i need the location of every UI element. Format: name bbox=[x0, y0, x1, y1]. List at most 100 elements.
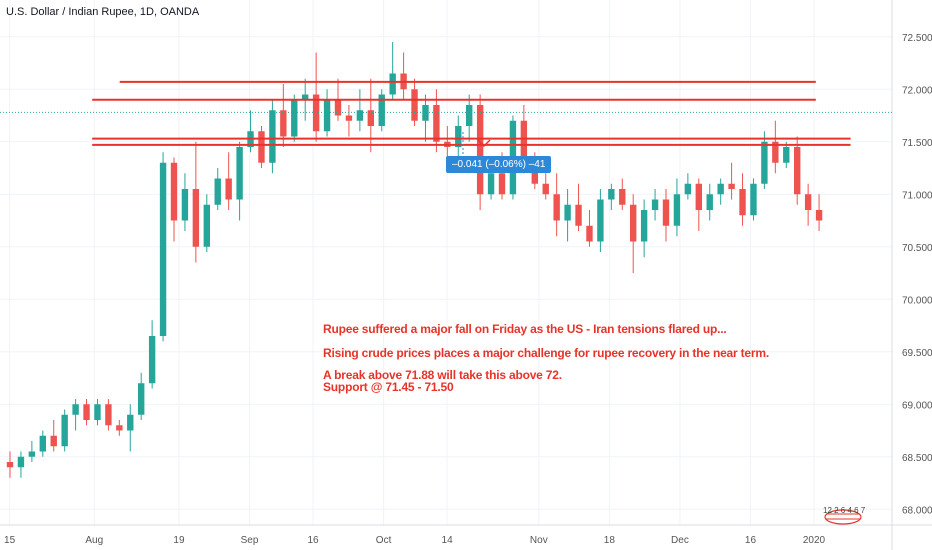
candle-body bbox=[586, 225, 593, 242]
candle-body bbox=[6, 462, 14, 468]
candle-body bbox=[542, 183, 549, 195]
y-tick-label: 70.000 bbox=[902, 295, 932, 306]
candle-body bbox=[181, 189, 189, 221]
candle-body bbox=[291, 99, 298, 137]
candle-body bbox=[258, 131, 265, 163]
candle-body bbox=[750, 183, 757, 216]
candle-body bbox=[487, 173, 495, 195]
candle-body bbox=[148, 336, 156, 384]
annotation-line-2: Rising crude prices places a major chall… bbox=[323, 346, 769, 360]
y-tick-label: 71.500 bbox=[902, 138, 932, 149]
candle-body bbox=[116, 425, 123, 431]
candle-body bbox=[61, 414, 68, 447]
candle-body bbox=[138, 383, 145, 415]
candle-body bbox=[640, 210, 648, 242]
candle-body bbox=[783, 147, 790, 163]
candle-body bbox=[553, 194, 560, 221]
candle-body bbox=[83, 404, 90, 420]
candle-body bbox=[597, 199, 604, 242]
chevron-marker-icon bbox=[477, 139, 491, 148]
candle-body bbox=[455, 126, 462, 147]
annotation-line-3: A break above 71.88 will take this above… bbox=[323, 368, 562, 382]
x-tick-label: Sep bbox=[241, 535, 259, 546]
candle-body bbox=[651, 199, 659, 210]
candle-body bbox=[302, 94, 309, 100]
candle-body bbox=[203, 204, 210, 247]
x-tick-label: Nov bbox=[530, 535, 548, 546]
x-tick-label: 15 bbox=[4, 535, 16, 546]
candle-body bbox=[630, 204, 637, 242]
candle-body bbox=[280, 110, 287, 137]
candle-body bbox=[17, 456, 25, 468]
candle-body bbox=[367, 110, 374, 126]
x-tick-label: Aug bbox=[85, 535, 103, 546]
candle-body bbox=[345, 115, 353, 121]
y-tick-label: 72.500 bbox=[902, 33, 932, 44]
candle-body bbox=[72, 404, 79, 415]
candle-body bbox=[312, 94, 320, 132]
y-tick-label: 69.500 bbox=[902, 348, 932, 359]
candle-body bbox=[28, 451, 36, 457]
candle-body bbox=[706, 194, 713, 210]
candle-body bbox=[466, 105, 473, 126]
candle-body bbox=[389, 73, 396, 95]
candle-body bbox=[772, 141, 779, 163]
candle-body bbox=[159, 162, 167, 336]
y-tick-label: 70.500 bbox=[902, 243, 932, 254]
candle-body bbox=[761, 141, 768, 184]
candle-body bbox=[662, 199, 670, 226]
candle-body bbox=[739, 189, 746, 216]
x-tick-label: 2020 bbox=[803, 535, 826, 546]
candle-body bbox=[476, 105, 484, 195]
candle-body bbox=[334, 99, 342, 116]
calendar-icon bbox=[824, 509, 862, 525]
candle-body bbox=[608, 189, 615, 200]
x-tick-label: Oct bbox=[376, 535, 392, 546]
candle-body bbox=[433, 105, 440, 142]
candle-body bbox=[170, 162, 178, 221]
candle-body bbox=[794, 147, 801, 195]
y-tick-label: 68.000 bbox=[902, 505, 932, 516]
x-tick-label: 16 bbox=[745, 535, 757, 546]
annotation-line-4: Support @ 71.45 - 71.50 bbox=[323, 380, 454, 394]
candle-body bbox=[323, 99, 331, 132]
candle-body bbox=[105, 404, 112, 426]
candle-body bbox=[619, 189, 626, 205]
candle-body bbox=[356, 110, 364, 121]
candle-body bbox=[575, 204, 582, 226]
candle-body bbox=[728, 183, 735, 189]
candle-body bbox=[269, 110, 276, 163]
chart-title: U.S. Dollar / Indian Rupee, 1D, OANDA bbox=[6, 6, 200, 18]
y-tick-label: 69.000 bbox=[902, 400, 932, 411]
x-tick-label: Dec bbox=[671, 535, 689, 546]
candle-body bbox=[39, 435, 46, 452]
candle-body bbox=[673, 194, 681, 226]
calendar-badge[interactable]: 12 2 6 4 6 7 bbox=[823, 506, 865, 515]
y-tick-label: 68.500 bbox=[902, 453, 932, 464]
candle-body bbox=[94, 404, 101, 420]
calendar-badge-text: 12 2 6 4 6 7 bbox=[823, 506, 866, 515]
candle-body bbox=[236, 147, 243, 200]
x-tick-label: 18 bbox=[604, 535, 616, 546]
candle-body bbox=[378, 94, 385, 126]
candle-body bbox=[192, 189, 200, 247]
y-tick-label: 72.000 bbox=[902, 85, 932, 96]
y-tick-label: 71.000 bbox=[902, 190, 932, 201]
candle-body bbox=[127, 414, 134, 431]
annotation-line-1: Rupee suffered a major fall on Friday as… bbox=[323, 322, 727, 336]
candle-body bbox=[695, 183, 702, 210]
candle-body bbox=[717, 183, 724, 195]
candle-body bbox=[498, 173, 506, 195]
candle-body bbox=[225, 178, 232, 200]
candle-body bbox=[214, 178, 221, 205]
candle-body bbox=[50, 435, 57, 447]
x-tick-label: 19 bbox=[173, 535, 185, 546]
candle-body bbox=[804, 194, 812, 210]
candle-body bbox=[815, 210, 823, 221]
candle-body bbox=[422, 105, 429, 121]
candle-body bbox=[411, 89, 418, 121]
candle-body bbox=[684, 183, 692, 195]
x-tick-label: 16 bbox=[307, 535, 319, 546]
